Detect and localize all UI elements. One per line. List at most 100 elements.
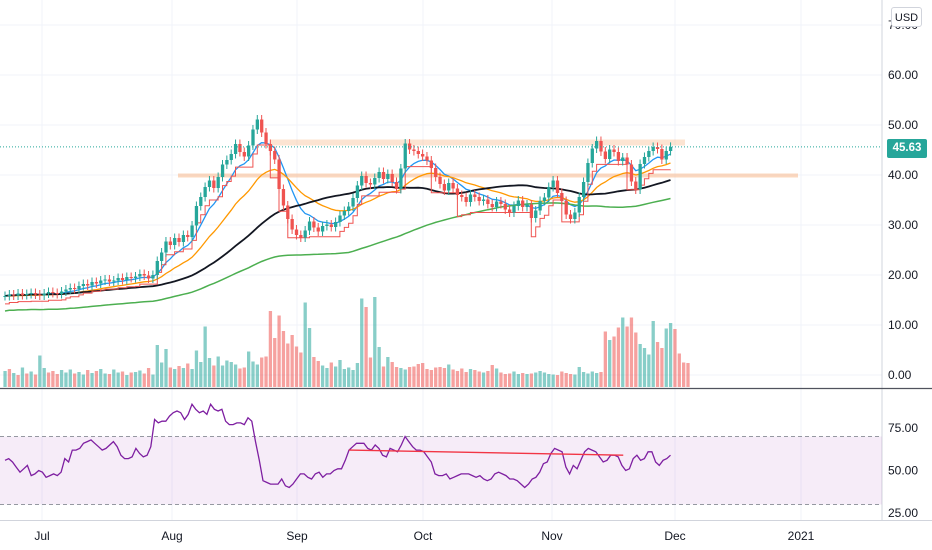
- volume-bar: [199, 362, 203, 387]
- candle-body: [638, 164, 642, 190]
- candle: [355, 181, 360, 203]
- candle-body: [207, 180, 212, 187]
- volume-bar: [294, 346, 299, 387]
- candle-body: [629, 164, 634, 182]
- candle-body: [103, 279, 107, 281]
- candle: [334, 217, 338, 232]
- candle: [207, 176, 212, 192]
- candle-body: [590, 148, 594, 163]
- volume-bar: [64, 372, 68, 387]
- currency-badge[interactable]: USD: [891, 7, 922, 27]
- volume-bar: [355, 363, 360, 387]
- candle-body: [233, 144, 238, 154]
- volume-bar: [464, 372, 468, 387]
- price-tick-label: 60.00: [888, 68, 918, 82]
- candle: [651, 142, 655, 156]
- candle-body: [668, 146, 673, 151]
- volume-bars: [3, 297, 690, 387]
- candle-body: [599, 141, 603, 152]
- candle-body: [251, 129, 255, 146]
- volume-bar: [238, 368, 242, 387]
- candle: [99, 276, 103, 288]
- candle: [494, 197, 499, 212]
- candle-body: [20, 293, 25, 295]
- candle-body: [451, 183, 455, 189]
- candle-body: [577, 197, 581, 213]
- candle: [412, 145, 416, 156]
- candle: [129, 272, 133, 283]
- volume-bar: [334, 366, 338, 387]
- volume-bar: [225, 360, 229, 387]
- candle: [125, 272, 129, 285]
- candle: [146, 271, 151, 283]
- volume-bar: [399, 368, 403, 387]
- volume-bar: [277, 315, 281, 387]
- candle-body: [281, 189, 286, 206]
- volume-bar: [468, 369, 473, 387]
- volume-bar: [451, 369, 455, 387]
- volume-bar: [490, 365, 494, 387]
- candle-body: [199, 197, 203, 206]
- volume-bar: [386, 357, 390, 387]
- candle-body: [377, 172, 381, 178]
- candle-body: [133, 276, 138, 278]
- volume-bar: [38, 355, 42, 387]
- candle-body: [416, 151, 420, 154]
- candle-body: [273, 151, 277, 160]
- candle-body: [146, 275, 151, 279]
- candle-body: [390, 174, 394, 182]
- candle-body: [368, 183, 373, 185]
- candle-body: [194, 206, 199, 226]
- candle: [629, 160, 634, 186]
- volume-bar: [486, 371, 490, 387]
- candle: [255, 115, 259, 134]
- volume-bar: [229, 362, 233, 387]
- candle-body: [351, 198, 355, 207]
- candle-body: [412, 149, 416, 151]
- volume-bar: [499, 372, 503, 387]
- candle-body: [46, 292, 51, 294]
- candle: [86, 279, 90, 290]
- candle: [521, 196, 525, 212]
- candle-body: [286, 205, 290, 219]
- candle-body: [429, 160, 433, 168]
- candle-body: [503, 204, 507, 210]
- time-tick-label: Aug: [161, 529, 182, 543]
- volume-bar: [494, 368, 499, 387]
- candle: [286, 201, 290, 224]
- candle: [464, 192, 468, 207]
- candle-body: [642, 157, 647, 164]
- candle: [325, 220, 329, 231]
- candle-body: [151, 275, 155, 279]
- candle-body: [581, 182, 586, 197]
- volume-bar: [621, 317, 625, 387]
- candle: [38, 290, 42, 300]
- volume-bar: [281, 331, 286, 387]
- candle: [212, 176, 216, 193]
- volume-bar: [138, 370, 142, 387]
- candle: [612, 145, 616, 157]
- candle: [151, 270, 155, 283]
- candle: [216, 172, 220, 193]
- candle: [603, 147, 607, 164]
- volume-bar: [186, 363, 190, 387]
- candle: [373, 173, 377, 189]
- candle: [525, 200, 529, 212]
- candle-body: [512, 206, 516, 213]
- candle: [664, 146, 668, 164]
- volume-bar: [207, 358, 212, 387]
- volume-bar: [364, 307, 368, 387]
- candle-body: [190, 225, 194, 237]
- volume-bar: [299, 352, 303, 387]
- volume-bar: [521, 373, 525, 387]
- volume-bar: [16, 375, 20, 387]
- candle: [655, 142, 660, 154]
- candle: [94, 277, 99, 288]
- candle-body: [29, 293, 33, 294]
- volume-bar: [534, 372, 538, 387]
- candle: [55, 288, 59, 299]
- volume-bar: [125, 375, 129, 387]
- volume-bar: [586, 373, 590, 387]
- candle-body: [381, 172, 386, 179]
